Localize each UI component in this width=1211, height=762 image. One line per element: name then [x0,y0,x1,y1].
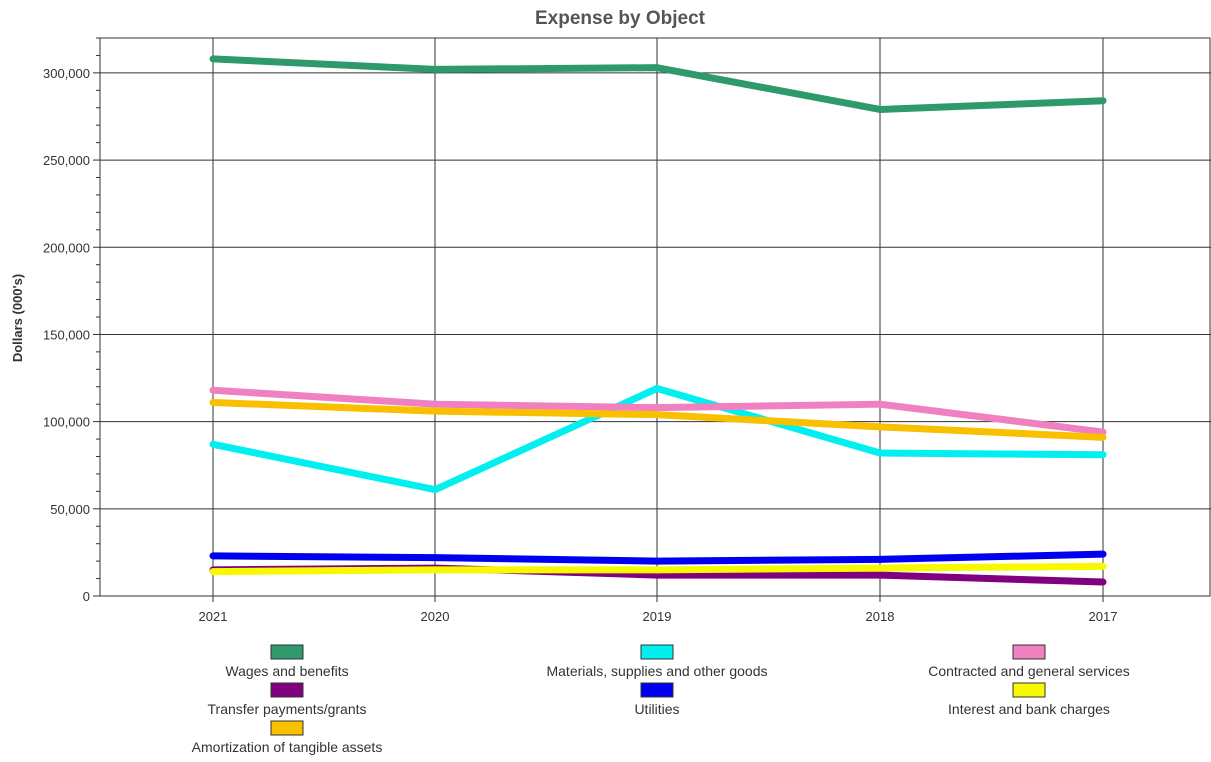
legend-label-transfer-payments-grants: Transfer payments/grants [208,701,367,717]
y-tick-label: 200,000 [43,240,90,255]
y-tick-label: 300,000 [43,66,90,81]
legend-swatch-utilities [640,682,674,698]
data-point-amortization-of-tangible-assets [653,411,661,419]
data-point-materials-supplies-and-other-goods [1099,451,1107,459]
y-tick-label: 0 [83,589,90,604]
chart-title: Expense by Object [535,8,706,29]
tick-labels: 0 50,000 100,000 150,000 200,000 250,000 300,0… [43,66,1117,624]
data-point-contracted-and-general-services [431,400,439,408]
legend-label-amortization-of-tangible-assets: Amortization of tangible assets [192,739,383,755]
data-point-interest-and-bank-charges [653,566,661,574]
data-point-interest-and-bank-charges [1099,562,1107,570]
data-point-wages-and-benefits [209,55,217,63]
series-lines [209,55,1107,586]
x-tick-label: 2018 [866,609,895,624]
legend-label-utilities: Utilities [634,701,679,717]
x-tick-label: 2021 [199,609,228,624]
data-point-contracted-and-general-services [876,400,884,408]
plot-frame [99,37,1211,597]
data-point-materials-supplies-and-other-goods [876,449,884,457]
legend-swatch-contracted-and-general-services [1012,644,1046,660]
data-point-materials-supplies-and-other-goods [209,440,217,448]
x-tick-label: 2019 [643,609,672,624]
data-point-amortization-of-tangible-assets [431,407,439,415]
data-point-utilities [653,557,661,565]
y-tick-label: 50,000 [50,502,90,517]
data-point-utilities [209,552,217,560]
data-point-amortization-of-tangible-assets [1099,433,1107,441]
y-tick-label: 150,000 [43,327,90,342]
data-point-materials-supplies-and-other-goods [431,486,439,494]
legend-swatch-wages-and-benefits [270,644,304,660]
axes [93,37,1211,602]
data-point-interest-and-bank-charges [209,568,217,576]
legend-label-wages-and-benefits: Wages and benefits [225,663,348,679]
y-tick-label: 250,000 [43,153,90,168]
legend-swatch-interest-and-bank-charges [1012,682,1046,698]
data-point-transfer-payments-grants [876,571,884,579]
legend: Wages and benefits Materials, supplies an… [192,644,1130,755]
legend-swatch-transfer-payments-grants [270,682,304,698]
data-point-materials-supplies-and-other-goods [653,384,661,392]
data-point-interest-and-bank-charges [876,564,884,572]
data-point-contracted-and-general-services [209,386,217,394]
x-tick-label: 2020 [421,609,450,624]
legend-label-materials-supplies-and-other-goods: Materials, supplies and other goods [546,663,767,679]
data-point-wages-and-benefits [876,105,884,113]
data-point-interest-and-bank-charges [431,566,439,574]
data-point-wages-and-benefits [431,65,439,73]
y-axis-label: Dollars (000's) [10,274,25,362]
legend-swatch-materials-supplies-and-other-goods [640,644,674,660]
legend-label-contracted-and-general-services: Contracted and general services [928,663,1130,679]
data-point-wages-and-benefits [653,64,661,72]
data-point-wages-and-benefits [1099,97,1107,105]
data-point-transfer-payments-grants [1099,578,1107,586]
data-point-amortization-of-tangible-assets [209,398,217,406]
legend-label-interest-and-bank-charges: Interest and bank charges [948,701,1110,717]
data-point-contracted-and-general-services [653,404,661,412]
legend-swatch-amortization-of-tangible-assets [270,720,304,736]
series-line-materials-supplies-and-other-goods [212,384,1104,494]
data-point-utilities [1099,550,1107,558]
data-point-amortization-of-tangible-assets [876,423,884,431]
x-tick-label: 2017 [1089,609,1118,624]
grid-lines [100,38,1211,596]
data-point-utilities [431,554,439,562]
data-point-utilities [876,555,884,563]
y-tick-label: 100,000 [43,415,90,430]
